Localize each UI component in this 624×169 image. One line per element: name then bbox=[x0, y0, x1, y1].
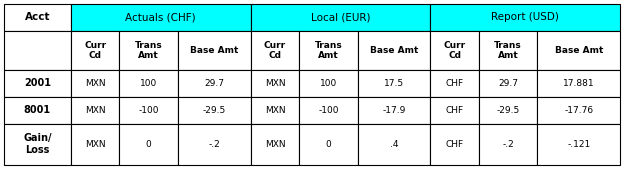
Text: -100: -100 bbox=[318, 106, 339, 115]
Bar bbox=[251, 4, 431, 31]
Bar bbox=[537, 70, 620, 97]
Text: -.2: -.2 bbox=[502, 140, 514, 149]
Text: Curr
Cd: Curr Cd bbox=[84, 41, 106, 60]
Text: Acct: Acct bbox=[25, 12, 50, 22]
Text: CHF: CHF bbox=[446, 79, 464, 88]
Text: 29.7: 29.7 bbox=[498, 79, 518, 88]
Bar bbox=[537, 31, 620, 70]
Text: 29.7: 29.7 bbox=[204, 79, 224, 88]
Text: Trans
Amt: Trans Amt bbox=[494, 41, 522, 60]
Bar bbox=[537, 124, 620, 165]
Bar bbox=[71, 97, 119, 124]
Text: MXN: MXN bbox=[265, 140, 285, 149]
Bar bbox=[119, 124, 178, 165]
Bar bbox=[71, 4, 251, 31]
Bar bbox=[4, 31, 71, 70]
Text: Actuals (CHF): Actuals (CHF) bbox=[125, 12, 196, 22]
Bar bbox=[178, 31, 251, 70]
Bar bbox=[431, 4, 620, 31]
Text: -29.5: -29.5 bbox=[497, 106, 520, 115]
Bar bbox=[251, 124, 300, 165]
Text: Report (USD): Report (USD) bbox=[491, 12, 559, 22]
Bar bbox=[251, 70, 300, 97]
Bar bbox=[479, 124, 537, 165]
Text: 17.5: 17.5 bbox=[384, 79, 404, 88]
Text: -100: -100 bbox=[139, 106, 159, 115]
Text: -17.9: -17.9 bbox=[383, 106, 406, 115]
Text: Gain/
Loss: Gain/ Loss bbox=[23, 134, 52, 155]
Text: -.2: -.2 bbox=[208, 140, 220, 149]
Bar bbox=[300, 70, 358, 97]
Text: MXN: MXN bbox=[85, 140, 105, 149]
Text: 100: 100 bbox=[319, 79, 337, 88]
Bar bbox=[4, 70, 71, 97]
Text: Local (EUR): Local (EUR) bbox=[311, 12, 370, 22]
Bar bbox=[431, 97, 479, 124]
Text: Trans
Amt: Trans Amt bbox=[135, 41, 162, 60]
Bar bbox=[178, 97, 251, 124]
Text: CHF: CHF bbox=[446, 106, 464, 115]
Text: MXN: MXN bbox=[85, 106, 105, 115]
Bar bbox=[119, 31, 178, 70]
Text: Base Amt: Base Amt bbox=[190, 46, 238, 55]
Text: -.121: -.121 bbox=[567, 140, 590, 149]
Bar bbox=[4, 4, 71, 31]
Bar bbox=[431, 70, 479, 97]
Bar bbox=[119, 70, 178, 97]
Bar bbox=[358, 70, 431, 97]
Bar bbox=[479, 70, 537, 97]
Text: MXN: MXN bbox=[265, 79, 285, 88]
Bar bbox=[4, 124, 71, 165]
Bar bbox=[119, 97, 178, 124]
Text: Trans
Amt: Trans Amt bbox=[314, 41, 343, 60]
Bar bbox=[431, 124, 479, 165]
Bar bbox=[479, 97, 537, 124]
Text: .4: .4 bbox=[390, 140, 398, 149]
Bar bbox=[431, 31, 479, 70]
Text: -29.5: -29.5 bbox=[203, 106, 226, 115]
Bar bbox=[300, 31, 358, 70]
Bar bbox=[4, 97, 71, 124]
Text: 0: 0 bbox=[326, 140, 331, 149]
Text: Curr
Cd: Curr Cd bbox=[264, 41, 286, 60]
Text: 2001: 2001 bbox=[24, 78, 51, 88]
Bar bbox=[358, 97, 431, 124]
Text: Base Amt: Base Amt bbox=[370, 46, 418, 55]
Bar bbox=[71, 70, 119, 97]
Text: CHF: CHF bbox=[446, 140, 464, 149]
Text: 17.881: 17.881 bbox=[563, 79, 595, 88]
Bar bbox=[358, 31, 431, 70]
Bar bbox=[251, 97, 300, 124]
Text: MXN: MXN bbox=[85, 79, 105, 88]
Text: Base Amt: Base Amt bbox=[555, 46, 603, 55]
Bar bbox=[300, 124, 358, 165]
Bar bbox=[479, 31, 537, 70]
Bar bbox=[251, 31, 300, 70]
Text: 8001: 8001 bbox=[24, 105, 51, 115]
Bar bbox=[537, 97, 620, 124]
Bar bbox=[71, 31, 119, 70]
Text: 0: 0 bbox=[146, 140, 152, 149]
Bar bbox=[358, 124, 431, 165]
Text: MXN: MXN bbox=[265, 106, 285, 115]
Text: Curr
Cd: Curr Cd bbox=[444, 41, 466, 60]
Bar bbox=[300, 97, 358, 124]
Bar bbox=[71, 124, 119, 165]
Text: 100: 100 bbox=[140, 79, 157, 88]
Bar bbox=[178, 124, 251, 165]
Text: -17.76: -17.76 bbox=[564, 106, 593, 115]
Bar bbox=[178, 70, 251, 97]
